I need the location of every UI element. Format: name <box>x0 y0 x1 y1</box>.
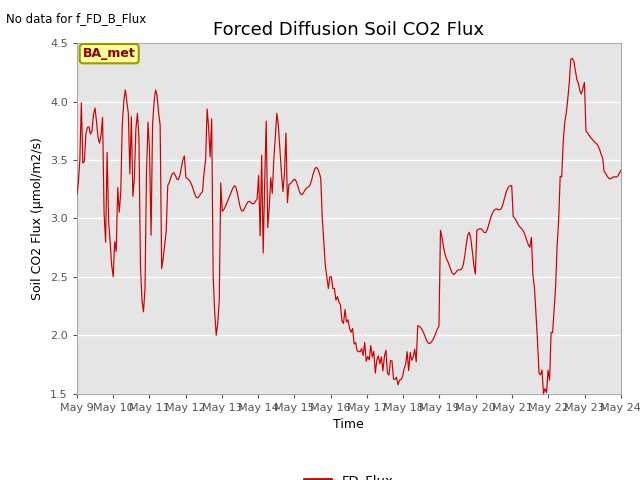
X-axis label: Time: Time <box>333 418 364 431</box>
Y-axis label: Soil CO2 Flux (μmol/m2/s): Soil CO2 Flux (μmol/m2/s) <box>31 137 44 300</box>
Text: No data for f_FD_B_Flux: No data for f_FD_B_Flux <box>6 12 147 25</box>
Title: Forced Diffusion Soil CO2 Flux: Forced Diffusion Soil CO2 Flux <box>213 21 484 39</box>
Legend: FD_Flux: FD_Flux <box>299 468 399 480</box>
Text: BA_met: BA_met <box>83 47 136 60</box>
